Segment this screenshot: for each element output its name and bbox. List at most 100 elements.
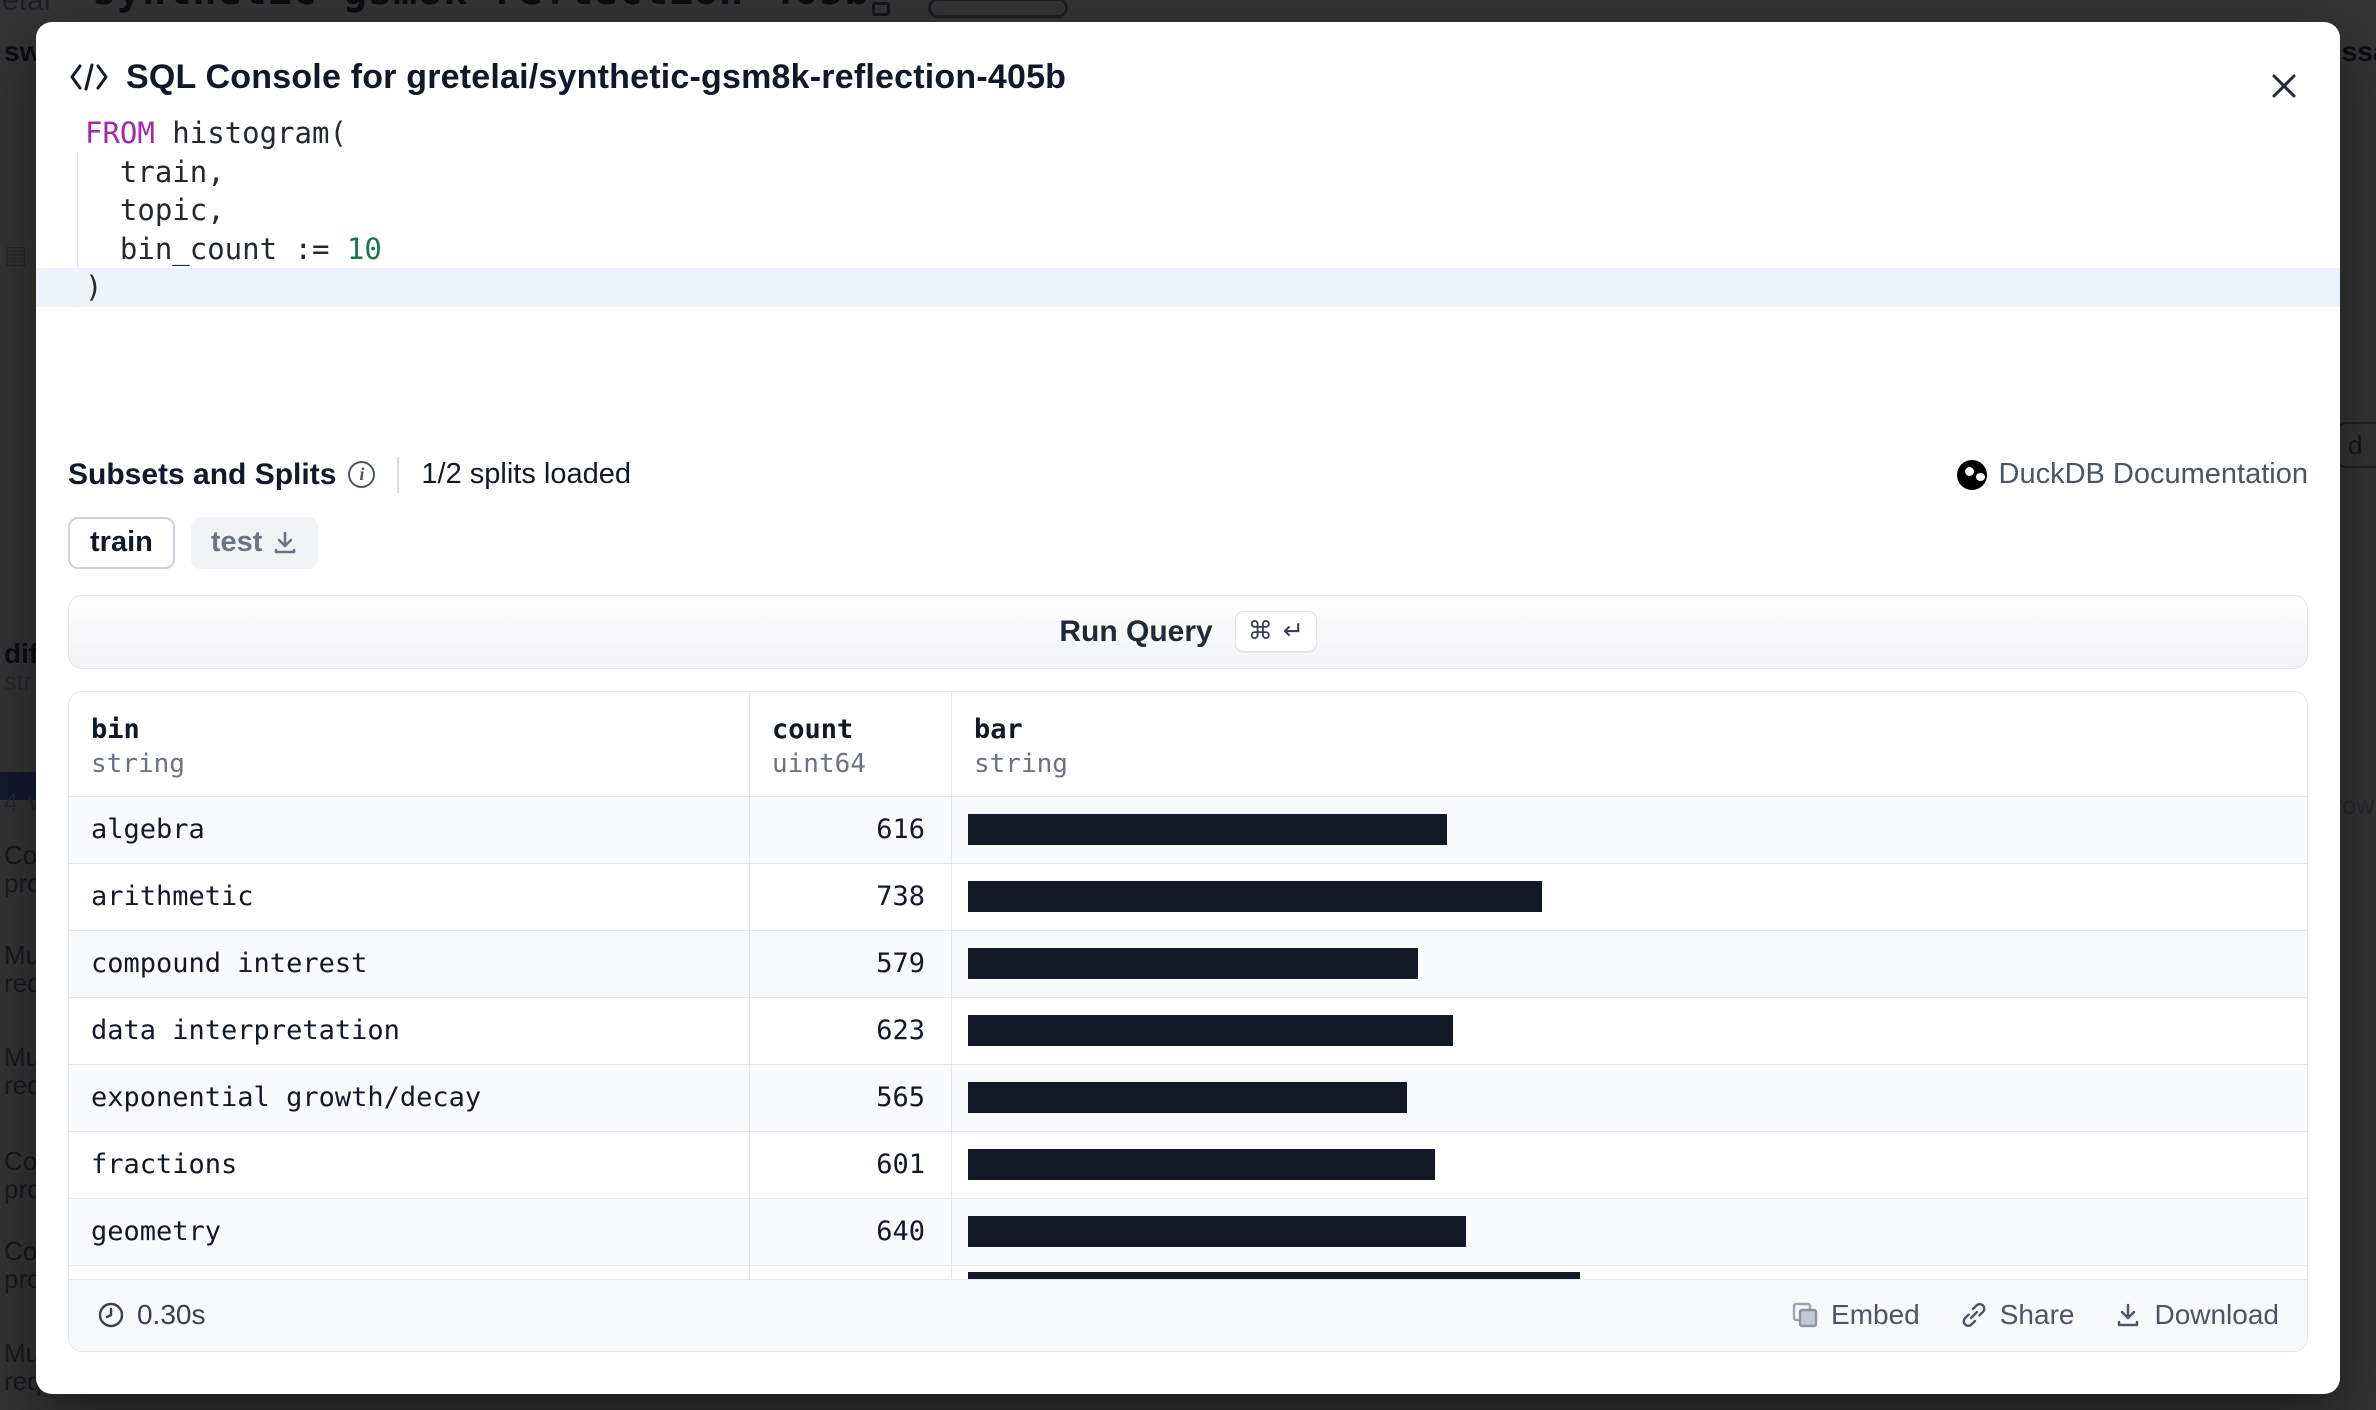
- tab-test-label: test: [210, 526, 263, 558]
- embed-button[interactable]: Embed: [1791, 1299, 1920, 1331]
- backdrop-text-fragment: req: [4, 1366, 42, 1396]
- duckdb-logo-icon: [1956, 459, 1987, 490]
- backdrop-like-chip: [928, 0, 1068, 18]
- share-label: Share: [1999, 1299, 2075, 1330]
- column-header-count[interactable]: count uint64: [749, 691, 951, 796]
- backdrop-dataset-header: etai synthetic-gsm8k-reflection-405b: [0, 0, 2376, 21]
- query-duration: 0.30s: [97, 1299, 206, 1331]
- code-line[interactable]: ): [36, 268, 2340, 307]
- table-row[interactable]: data interpretation 623: [69, 996, 2307, 1064]
- bar-cell: [951, 1198, 2307, 1265]
- download-label: Download: [2154, 1299, 2279, 1330]
- download-split-icon: [272, 530, 298, 556]
- backdrop-selected-row-band: [0, 772, 36, 800]
- duckdb-documentation-link[interactable]: DuckDB Documentation: [1956, 458, 2308, 491]
- column-type: uint64: [772, 748, 866, 779]
- column-header-bin[interactable]: bin string: [69, 692, 749, 796]
- split-tabs: train test: [68, 516, 2308, 569]
- clock-icon: [97, 1301, 125, 1329]
- column-type: string: [974, 748, 1068, 779]
- keyboard-shortcut-badge: ⌘ ↵: [1234, 611, 1317, 652]
- download-icon: [2114, 1301, 2142, 1329]
- code-line[interactable]: topic,: [68, 191, 2308, 230]
- bin-cell: data interpretation: [91, 1015, 400, 1046]
- bar-cell: [951, 1265, 2307, 1279]
- count-cell: 623: [749, 997, 951, 1064]
- code-token-keyword: FROM: [85, 116, 155, 150]
- code-token-number: 10: [346, 231, 382, 266]
- count-cell: 565: [749, 1064, 951, 1131]
- splits-loaded-status: 1/2 splits loaded: [421, 458, 631, 490]
- backdrop-text-fragment: req: [4, 1070, 42, 1100]
- bar-cell: [951, 930, 2307, 997]
- histogram-bar: [968, 1271, 1580, 1279]
- code-line[interactable]: train,: [68, 153, 2308, 192]
- tab-train[interactable]: train: [68, 516, 175, 569]
- embed-icon: [1791, 1301, 1819, 1329]
- run-query-button[interactable]: Run Query ⌘ ↵: [68, 594, 2308, 669]
- code-token-plain: histogram(: [154, 116, 347, 150]
- count-cell: 616: [749, 796, 951, 863]
- bin-cell: fractions: [91, 1149, 238, 1180]
- column-name: bin: [91, 713, 140, 745]
- backdrop-text-fragment: sw: [4, 36, 42, 67]
- column-type: string: [91, 748, 185, 779]
- table-body: algebra 616 arithmetic 738 compound interest…: [69, 795, 2307, 1279]
- close-icon[interactable]: [2262, 64, 2306, 108]
- column-name: count: [772, 713, 854, 745]
- subsets-heading: Subsets and Splits: [68, 457, 337, 491]
- tab-train-label: train: [90, 526, 153, 558]
- tab-test[interactable]: test: [190, 516, 319, 569]
- share-button[interactable]: Share: [1960, 1299, 2075, 1331]
- column-header-bar[interactable]: bar string: [951, 691, 2307, 796]
- code-token-plain: bin_count :=: [85, 231, 347, 266]
- footer-actions: Embed Share: [1791, 1299, 2279, 1331]
- backdrop-breadcrumb-fragment: etai: [2, 0, 51, 17]
- code-brackets-icon: [68, 62, 110, 92]
- table-row[interactable]: exponential growth/decay 565: [69, 1063, 2307, 1131]
- backdrop-copy-icon: [872, 2, 890, 16]
- count-cell: 640: [749, 1198, 951, 1265]
- column-name: bar: [974, 713, 1023, 745]
- code-line[interactable]: FROM histogram(: [68, 114, 2308, 153]
- code-token-plain: ): [85, 270, 103, 304]
- backdrop-text-fragment: pro: [4, 1174, 42, 1204]
- bin-cell: compound interest: [91, 948, 368, 979]
- info-icon[interactable]: i: [348, 461, 376, 488]
- table-row[interactable]: compound interest 579: [69, 929, 2307, 997]
- results-table-card: bin string count uint64 bar string algeb…: [68, 690, 2308, 1352]
- run-query-label: Run Query: [1059, 614, 1213, 648]
- table-row[interactable]: geometry 640: [69, 1197, 2307, 1265]
- table-row[interactable]: arithmetic 738: [69, 862, 2307, 930]
- table-row[interactable]: algebra 616: [69, 795, 2307, 863]
- embed-label: Embed: [1831, 1299, 1920, 1330]
- editor-empty-area[interactable]: [68, 307, 2308, 453]
- table-row[interactable]: fractions 601: [69, 1130, 2307, 1198]
- count-cell: 738: [749, 863, 951, 930]
- duckdb-documentation-label: DuckDB Documentation: [1998, 458, 2308, 490]
- backdrop-embed-chip-fragment: d: [2336, 422, 2376, 468]
- count-cell: 579: [749, 930, 951, 997]
- duration-value: 0.30s: [137, 1299, 206, 1330]
- modal-title: SQL Console for gretelai/synthetic-gsm8k…: [126, 57, 1067, 96]
- sql-console-modal: SQL Console for gretelai/synthetic-gsm8k…: [36, 22, 2340, 1394]
- subsets-and-splits-row: Subsets and Splits i 1/2 splits loaded D…: [68, 453, 2308, 497]
- download-button[interactable]: Download: [2114, 1299, 2279, 1331]
- table-footer: 0.30s Embed: [69, 1278, 2307, 1351]
- code-line[interactable]: bin_count := 10: [68, 230, 2308, 269]
- code-token-plain: topic,: [85, 193, 225, 227]
- histogram-bar: [968, 1216, 1466, 1247]
- bin-cell: [69, 1266, 749, 1279]
- bin-cell: exponential growth/decay: [91, 1082, 482, 1113]
- backdrop-text-fragment: pro: [4, 1264, 42, 1294]
- modal-header: SQL Console for gretelai/synthetic-gsm8k…: [68, 22, 2308, 100]
- bar-cell: [951, 863, 2307, 930]
- cmd-key-icon: ⌘: [1247, 616, 1273, 645]
- backdrop-text-fragment: issa: [2334, 36, 2376, 67]
- table-row-partial: [69, 1264, 2307, 1279]
- backdrop-text-fragment: dif: [4, 638, 39, 669]
- histogram-bar: [968, 814, 1447, 845]
- histogram-bar: [968, 1082, 1407, 1113]
- count-cell: [749, 1265, 951, 1279]
- sql-editor[interactable]: FROM histogram( train, topic, bin_count …: [36, 114, 2340, 453]
